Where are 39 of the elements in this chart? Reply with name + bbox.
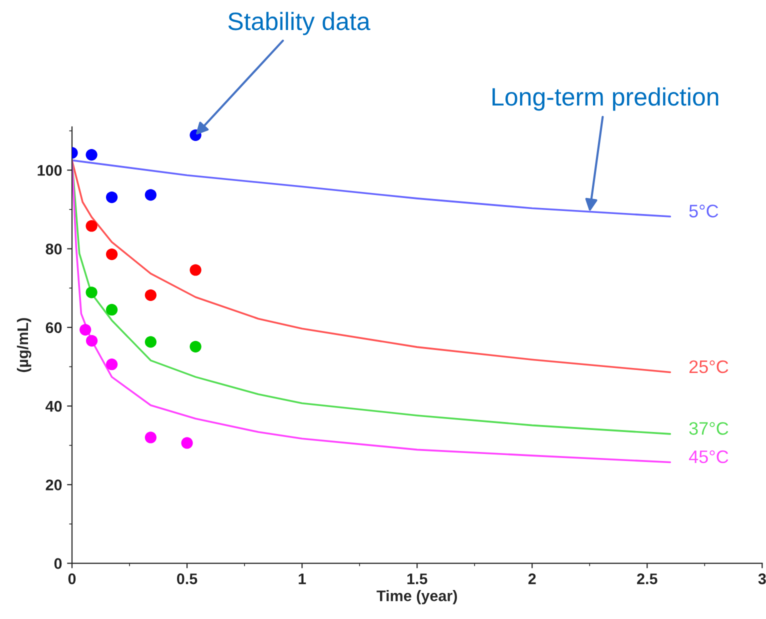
point (144, 189, 156, 201)
y-tick-label: 20 (46, 480, 62, 490)
y-tick-label: 100 (38, 165, 62, 176)
x-tick-label: 0.5 (177, 573, 198, 584)
y-tick-label: 60 (46, 322, 62, 334)
x-tick-label: 3 (758, 573, 766, 584)
point (106, 358, 118, 370)
point (144, 289, 156, 301)
series-label: 45°C (688, 450, 728, 464)
point (144, 336, 156, 348)
y-tick-label: 40 (46, 400, 62, 412)
point (106, 191, 118, 204)
x-axis-title: Time (year) (376, 590, 457, 604)
point (190, 264, 202, 276)
x-tick-label: 1 (298, 574, 306, 584)
x-tick-label: 2.5 (637, 573, 658, 584)
series-label: 37°C (689, 422, 728, 435)
point (106, 304, 118, 316)
y-axis-title: (µg/mL) (16, 318, 32, 372)
series-label: 5°C (689, 204, 718, 218)
x-tick-label: 0 (68, 573, 76, 584)
point (106, 248, 118, 260)
point (190, 340, 202, 352)
annotation: Stability data (228, 12, 370, 36)
x-tick-label: 2 (528, 573, 536, 584)
y-tick-label: 0 (54, 558, 62, 569)
y-tick-label: 80 (46, 244, 62, 254)
series-label: 25°C (689, 360, 728, 374)
point (181, 437, 193, 449)
point (144, 432, 156, 444)
point (86, 220, 98, 232)
line-series (72, 159, 672, 218)
point (86, 149, 98, 161)
point (80, 324, 92, 336)
x-tick-label: 1.5 (407, 574, 428, 584)
annotation: Long-term prediction (492, 87, 718, 111)
line-series (72, 159, 672, 374)
point (86, 286, 98, 298)
point (86, 334, 98, 347)
